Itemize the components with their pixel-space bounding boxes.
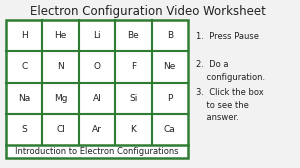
Text: B: B — [167, 31, 173, 40]
Text: Ca: Ca — [164, 125, 176, 134]
Text: Electron Configuration Video Worksheet: Electron Configuration Video Worksheet — [30, 5, 266, 18]
Text: C: C — [21, 62, 27, 71]
Text: S: S — [21, 125, 27, 134]
Text: Si: Si — [129, 94, 138, 103]
Text: P: P — [167, 94, 172, 103]
Text: 3.  Click the box
    to see the
    answer.: 3. Click the box to see the answer. — [196, 88, 264, 122]
Text: K: K — [130, 125, 136, 134]
Text: Cl: Cl — [56, 125, 65, 134]
Bar — [6, 20, 188, 158]
Text: Be: Be — [128, 31, 139, 40]
Text: He: He — [54, 31, 67, 40]
Text: Li: Li — [93, 31, 101, 40]
Text: Ar: Ar — [92, 125, 102, 134]
Text: O: O — [94, 62, 100, 71]
Text: Al: Al — [93, 94, 101, 103]
Text: 2.  Do a
    configuration.: 2. Do a configuration. — [196, 60, 265, 81]
Text: H: H — [21, 31, 28, 40]
Text: Introduction to Electron Configurations: Introduction to Electron Configurations — [15, 147, 179, 156]
Text: Na: Na — [18, 94, 30, 103]
Text: Ne: Ne — [164, 62, 176, 71]
Text: Mg: Mg — [54, 94, 67, 103]
Text: 1.  Press Pause: 1. Press Pause — [196, 32, 259, 41]
Text: N: N — [57, 62, 64, 71]
Text: F: F — [131, 62, 136, 71]
